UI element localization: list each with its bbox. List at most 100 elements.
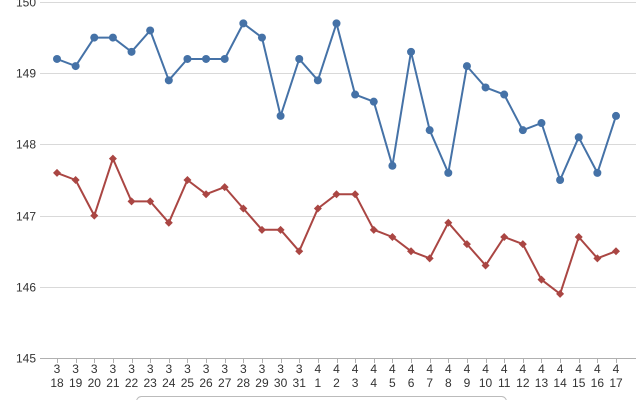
legend[interactable] <box>136 396 507 400</box>
x-tick-day: 30 <box>274 376 288 390</box>
data-point[interactable] <box>146 26 155 35</box>
data-point[interactable] <box>53 54 61 63</box>
data-point[interactable] <box>556 289 565 298</box>
data-point[interactable] <box>574 133 583 142</box>
x-tick-day: 29 <box>255 376 269 390</box>
x-tick-month: 4 <box>408 362 415 376</box>
data-point[interactable] <box>220 183 229 192</box>
x-tick-label: 4 17 <box>609 362 623 390</box>
data-point[interactable] <box>462 240 471 249</box>
x-tick-month: 4 <box>482 362 489 376</box>
y-tick-label: 149 <box>16 67 36 81</box>
data-point[interactable] <box>518 126 527 135</box>
x-tick-label: 4 13 <box>535 362 549 390</box>
data-point[interactable] <box>183 176 192 184</box>
data-point[interactable] <box>332 190 341 199</box>
data-point[interactable] <box>481 83 490 92</box>
data-point[interactable] <box>537 275 546 284</box>
data-point[interactable] <box>276 111 285 120</box>
x-tick-label: 3 26 <box>199 362 213 390</box>
data-point[interactable] <box>425 254 434 263</box>
data-point[interactable] <box>612 111 620 120</box>
data-point[interactable] <box>295 247 304 256</box>
x-tick-month: 3 <box>277 362 284 376</box>
data-point[interactable] <box>612 247 620 256</box>
x-tick-month: 3 <box>184 362 191 376</box>
x-tick-month: 3 <box>54 362 61 376</box>
x-tick-month: 4 <box>501 362 508 376</box>
data-point[interactable] <box>90 211 99 220</box>
x-tick-day: 16 <box>591 376 605 390</box>
data-point[interactable] <box>257 225 266 234</box>
data-point[interactable] <box>388 161 397 170</box>
data-point[interactable] <box>276 225 285 234</box>
x-tick-day: 31 <box>293 376 307 390</box>
data-point[interactable] <box>462 62 471 71</box>
x-tick-day: 15 <box>572 376 586 390</box>
x-tick-month: 3 <box>91 362 98 376</box>
data-point[interactable] <box>425 126 434 135</box>
x-tick-month: 3 <box>259 362 266 376</box>
x-tick-month: 4 <box>613 362 620 376</box>
data-point[interactable] <box>407 47 416 56</box>
data-point[interactable] <box>220 54 229 63</box>
x-tick-day: 14 <box>553 376 567 390</box>
data-point[interactable] <box>202 54 211 63</box>
data-point[interactable] <box>444 168 453 177</box>
series-group <box>53 19 620 298</box>
x-tick-day: 27 <box>218 376 232 390</box>
data-point[interactable] <box>146 197 155 206</box>
data-point[interactable] <box>127 197 136 206</box>
data-point[interactable] <box>351 190 360 199</box>
y-axis: 145 146 147 148 149 150 <box>16 0 36 366</box>
data-point[interactable] <box>351 90 360 99</box>
data-point[interactable] <box>369 97 378 106</box>
data-point[interactable] <box>500 90 509 99</box>
series-line <box>56 22 617 181</box>
data-point[interactable] <box>574 232 583 241</box>
x-tick-day: 1 <box>315 376 322 390</box>
data-point[interactable] <box>500 232 509 241</box>
data-point[interactable] <box>295 54 304 63</box>
x-tick-label: 3 25 <box>181 362 195 390</box>
y-tick-label: 147 <box>16 210 36 224</box>
data-point[interactable] <box>90 33 99 42</box>
data-point[interactable] <box>444 218 453 227</box>
x-tick-day: 26 <box>199 376 213 390</box>
data-point[interactable] <box>202 190 211 199</box>
data-point[interactable] <box>71 62 80 71</box>
data-point[interactable] <box>332 19 341 28</box>
data-point[interactable] <box>593 168 602 177</box>
data-point[interactable] <box>407 247 416 256</box>
data-point[interactable] <box>481 261 490 270</box>
data-point[interactable] <box>71 176 80 184</box>
x-tick-day: 12 <box>516 376 530 390</box>
x-tick-label: 3 21 <box>106 362 120 390</box>
data-point[interactable] <box>369 225 378 234</box>
data-point[interactable] <box>518 240 527 249</box>
data-point[interactable] <box>108 33 117 42</box>
data-point[interactable] <box>53 168 61 177</box>
data-point[interactable] <box>313 204 322 213</box>
data-point[interactable] <box>537 119 546 128</box>
data-point[interactable] <box>556 176 565 184</box>
data-point[interactable] <box>593 254 602 263</box>
data-point[interactable] <box>313 76 322 85</box>
x-tick-label: 3 19 <box>69 362 83 390</box>
data-point[interactable] <box>108 154 117 163</box>
legend-box[interactable] <box>136 396 507 400</box>
data-point[interactable] <box>127 47 136 56</box>
data-point[interactable] <box>183 54 192 63</box>
x-tick-month: 4 <box>333 362 340 376</box>
data-point[interactable] <box>257 33 266 42</box>
x-tick-day: 10 <box>479 376 493 390</box>
data-point[interactable] <box>164 218 173 227</box>
data-point[interactable] <box>239 19 248 28</box>
data-point[interactable] <box>164 76 173 85</box>
x-tick-day: 19 <box>69 376 83 390</box>
data-point[interactable] <box>388 232 397 241</box>
data-point[interactable] <box>239 204 248 213</box>
